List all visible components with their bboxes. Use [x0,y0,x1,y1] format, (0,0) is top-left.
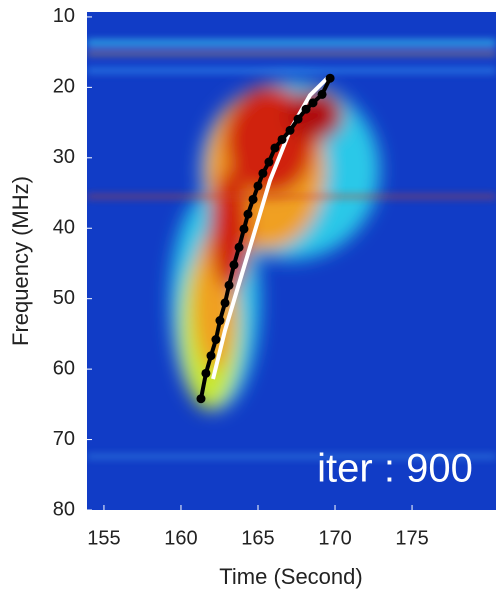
point [224,280,234,290]
point [220,298,230,308]
point [239,224,249,234]
series [211,73,332,380]
x-tick-label: 165 [241,527,274,549]
x-tick-label: 175 [395,527,428,549]
x-tick-label: 170 [318,527,351,549]
x-tick-label: 155 [87,527,120,549]
point [285,125,295,135]
line [211,73,332,380]
point [243,209,253,219]
point [248,194,258,204]
point [293,114,303,124]
point [253,181,263,191]
y-tick-label: 20 [53,76,75,98]
y-tick-label: 30 [53,146,75,168]
series [196,73,335,404]
point [211,335,221,345]
point [308,98,318,108]
y-axis-label: Frequency (MHz) [8,176,33,346]
annotation: iter : 900 [317,447,473,491]
point [206,351,216,361]
spectrogram [87,12,496,510]
y-tick-label: 60 [53,357,75,379]
point [196,394,206,404]
point [201,368,211,378]
y-tick-label: 70 [53,428,75,450]
point [325,73,335,83]
point [229,260,239,270]
y-tick-label: 80 [53,498,75,520]
y-tick-label: 40 [53,217,75,239]
y-tick-label: 50 [53,287,75,309]
y-tick-label: 10 [53,5,75,27]
point [301,104,311,114]
x-axis-label: Time (Second) [219,564,362,589]
point [317,89,327,99]
point [234,242,244,252]
point [215,316,225,326]
point [270,143,280,153]
point [264,157,274,167]
point [258,168,268,178]
x-tick-label: 160 [164,527,197,549]
point [277,134,287,144]
